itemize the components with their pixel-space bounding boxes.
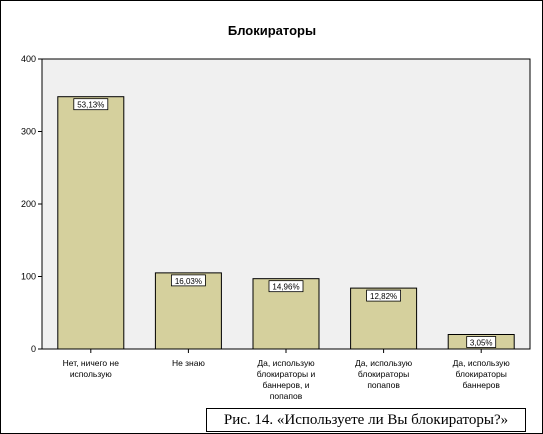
data-label-box [366,289,402,302]
data-label-box [466,336,497,348]
y-tick-label: 400 [21,54,36,64]
x-tick-label-line: Да, использую [355,358,413,368]
data-label: 14,96% [272,283,299,292]
x-tick-label: Нет, ничего не использую [63,358,120,379]
bar [57,96,125,350]
x-tick-label: Да, использую блокираторы попапов [355,358,413,390]
x-tick-label: Не знаю [172,358,206,368]
x-tick-label-line: попапов [270,391,303,401]
x-tick-label-line: использую [70,369,113,379]
data-label-box [268,280,304,293]
x-tick-label-line: Да, использую [257,358,315,368]
x-tick-label-line: блокираторы [358,369,409,379]
data-label: 3,05% [470,339,493,348]
x-tick-label-line: блокираторы и [257,369,316,379]
y-tick-label: 100 [21,272,36,282]
x-tick-label: Да, использую блокираторы и баннеров, и поп… [257,358,316,401]
x-tick-label-line: блокираторы [456,369,507,379]
data-label: 16,03% [175,277,202,286]
y-tick-label: 0 [31,344,36,354]
x-tick-label-line: Нет, ничего не [63,358,120,368]
y-tick-label: 200 [21,199,36,209]
x-tick-label-line: попапов [367,380,400,390]
x-tick-label: Да, использую блокираторы баннеров [453,358,511,390]
x-tick-label-line: баннеров [462,380,500,390]
chart-title: Блокираторы [228,23,316,38]
data-label-box [170,274,206,287]
figure-caption: Рис. 14. «Используете ли Вы блокираторы?… [206,408,526,432]
data-label-box [73,98,109,111]
data-label: 12,82% [370,292,397,301]
x-tick-label-line: Не знаю [172,358,206,368]
x-tick-label-line: баннеров, и [263,380,310,390]
y-tick-label: 300 [21,127,36,137]
x-tick-label-line: Да, использую [453,358,511,368]
data-label: 53,13% [77,101,104,110]
